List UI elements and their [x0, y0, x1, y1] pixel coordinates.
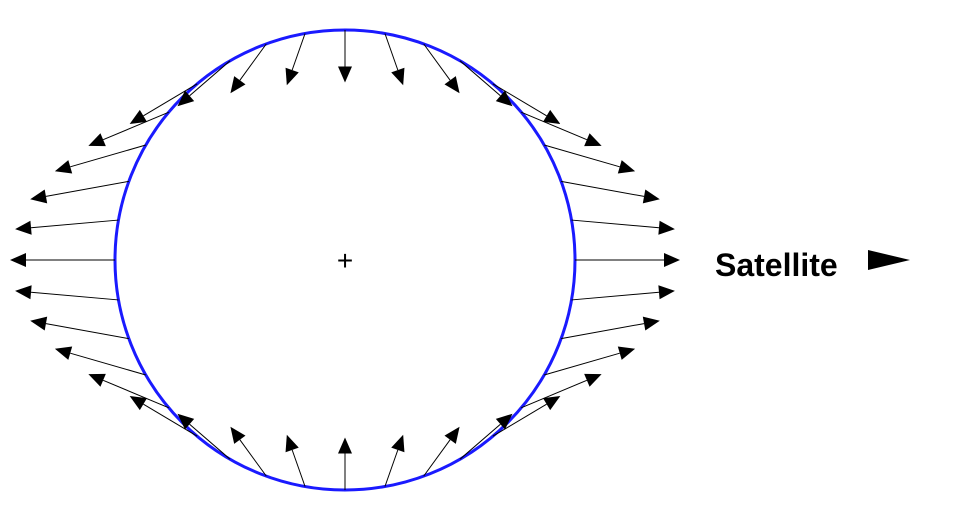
tidal-arrow	[575, 253, 680, 267]
tidal-arrow	[15, 285, 118, 300]
tidal-arrow	[561, 181, 660, 203]
satellite-label: Satellite	[715, 247, 838, 284]
center-marker: +	[337, 245, 353, 276]
tidal-arrow	[178, 414, 231, 459]
tidal-arrow	[561, 317, 660, 339]
tidal-arrow	[178, 61, 231, 106]
tidal-arrow	[572, 220, 675, 235]
tidal-arrow	[30, 181, 129, 203]
tidal-arrow	[286, 33, 306, 85]
tidal-arrow	[10, 253, 115, 267]
satellite-arrowhead	[868, 250, 910, 270]
tidal-arrow	[30, 317, 129, 339]
tidal-arrow	[15, 220, 118, 235]
tidal-arrow	[385, 33, 405, 85]
tidal-arrow	[460, 414, 513, 459]
tidal-arrow	[338, 30, 352, 83]
tidal-arrow	[338, 438, 352, 491]
tidal-arrow	[385, 435, 405, 487]
tidal-arrow	[572, 285, 675, 300]
tidal-arrow	[460, 61, 513, 106]
tidal-arrow	[286, 435, 306, 487]
